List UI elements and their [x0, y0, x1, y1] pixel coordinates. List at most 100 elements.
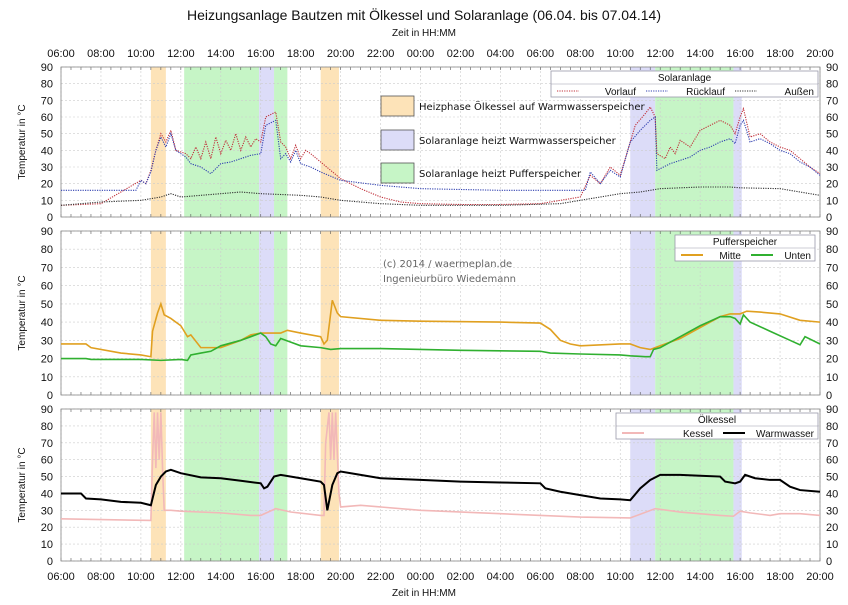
x-tick-label-bottom: 00:00: [407, 571, 435, 583]
phase-legend-swatch: [380, 95, 415, 117]
y-tick-label-right: 30: [826, 505, 838, 517]
y-tick-label-left: 60: [41, 281, 53, 293]
x-tick-label-top: 08:00: [567, 48, 595, 60]
series-line-mitte: [61, 299, 821, 358]
phase-band: [630, 231, 656, 395]
y-tick-label-left: 70: [41, 438, 53, 450]
phase-legend-label: Heizphase Ölkessel auf Warmwasserspeiche…: [419, 100, 646, 113]
panel-2: 0 0 10 10 20 20 30 30 40 40 50 50 60 60 70 70 80 80 90 90 Te…: [17, 226, 838, 402]
x-tick-label-bottom: 14:00: [207, 571, 235, 583]
y-tick-label-left: 60: [41, 112, 53, 124]
legend-entry: Warmwasser: [756, 429, 815, 440]
y-tick-label-right: 90: [826, 226, 838, 238]
phase-band: [274, 409, 288, 561]
y-tick-label-left: 20: [41, 522, 53, 534]
x-tick-label-top: 20:00: [327, 48, 355, 60]
y-tick-label-left: 40: [41, 488, 53, 500]
y-tick-label-right: 90: [826, 62, 838, 74]
y-tick-label-left: 70: [41, 262, 53, 274]
series-line-unten: [61, 313, 821, 362]
phase-band: [150, 67, 166, 217]
x-tick-label-top: 12:00: [167, 48, 195, 60]
y-tick-label-left: 30: [41, 162, 53, 174]
x-tick-label-top: 06:00: [47, 48, 75, 60]
y-tick-label-right: 10: [826, 372, 838, 384]
x-tick-label-top: 02:00: [447, 48, 475, 60]
y-tick-label-left: 70: [41, 95, 53, 107]
y-tick-label-right: 40: [826, 317, 838, 329]
x-tick-label-top: 22:00: [367, 48, 395, 60]
x-tick-label-bottom: 10:00: [606, 571, 634, 583]
y-tick-label-left: 40: [41, 317, 53, 329]
x-tick-label-top: 16:00: [247, 48, 275, 60]
y-tick-label-right: 80: [826, 79, 838, 91]
legend-title: Solaranlage: [658, 73, 712, 84]
phase-legend-label: Solaranlage heizt Warmwasserspeicher: [419, 136, 617, 147]
x-tick-label-bottom: 02:00: [447, 571, 475, 583]
phase-band: [733, 231, 742, 395]
legend-entry: Rücklauf: [686, 87, 725, 98]
legend: Solaranlage Vorlauf Rücklauf Außen: [550, 70, 819, 98]
y-tick-label-left: 10: [41, 195, 53, 207]
x-tick-label-top: 00:00: [407, 48, 435, 60]
y-tick-label-left: 50: [41, 472, 53, 484]
y-tick-label-left: 90: [41, 404, 53, 416]
phase-legend-label: Solaranlage heizt Pufferspeicher: [419, 169, 582, 180]
x-tick-label-top: 18:00: [766, 48, 794, 60]
y-tick-label-left: 80: [41, 79, 53, 91]
y-tick-label-right: 30: [826, 162, 838, 174]
x-tick-label-bottom: 08:00: [87, 571, 115, 583]
x-tick-label-bottom: 20:00: [327, 571, 355, 583]
y-tick-label-right: 30: [826, 335, 838, 347]
x-tick-label-bottom: 22:00: [367, 571, 395, 583]
phase-band: [320, 231, 339, 395]
series-line-kessel: [60, 412, 821, 522]
legend-entry: Kessel: [683, 429, 713, 440]
x-tick-label-bottom: 06:00: [47, 571, 75, 583]
y-tick-label-right: 0: [826, 212, 832, 224]
y-tick-label-right: 50: [826, 129, 838, 141]
y-tick-label-right: 10: [826, 195, 838, 207]
y-tick-label-right: 80: [826, 421, 838, 433]
plot-frame: [60, 66, 821, 218]
y-tick-label-left: 50: [41, 129, 53, 141]
phase-band: [733, 67, 742, 217]
panel-1: 0 0 10 10 20 20 30 30 40 40 50 50 60 60 70 70 80 80 90 90 Te…: [17, 62, 838, 224]
series-line-außen: [60, 186, 821, 206]
y-tick-label-right: 90: [826, 404, 838, 416]
legend-entry: Mitte: [719, 251, 741, 262]
legend: Ölkessel Kessel Warmwasser: [615, 412, 819, 440]
phase-band: [259, 409, 275, 561]
y-tick-label-right: 80: [826, 244, 838, 256]
legend: Pufferspeicher Mitte Unten: [674, 234, 816, 262]
legend-entry: Außen: [785, 87, 814, 98]
x-axis-label-top: Zeit in HH:MM: [392, 28, 456, 39]
y-tick-label-left: 30: [41, 335, 53, 347]
phase-legend-swatch: [380, 162, 415, 184]
x-tick-label-bottom: 12:00: [167, 571, 195, 583]
legend-entry: Vorlauf: [605, 87, 636, 98]
phase-band: [733, 409, 742, 561]
x-tick-label-top: 04:00: [487, 48, 515, 60]
phase-band: [274, 231, 288, 395]
phase-band: [259, 67, 275, 217]
y-tick-label-left: 50: [41, 299, 53, 311]
y-tick-label-left: 0: [47, 556, 53, 568]
watermark-line-1: (c) 2014 / waermeplan.de: [383, 259, 512, 270]
x-tick-label-bottom: 20:00: [806, 571, 834, 583]
y-tick-label-right: 70: [826, 95, 838, 107]
y-tick-label-right: 20: [826, 354, 838, 366]
x-axis-label-bottom: Zeit in HH:MM: [392, 588, 456, 599]
x-tick-label-top: 08:00: [87, 48, 115, 60]
y-tick-label-left: 20: [41, 354, 53, 366]
x-tick-label-bottom: 06:00: [527, 571, 555, 583]
legend-title: Pufferspeicher: [713, 237, 778, 248]
y-tick-label-left: 80: [41, 421, 53, 433]
y-tick-label-left: 80: [41, 244, 53, 256]
legend-title: Ölkessel: [698, 414, 736, 426]
y-tick-label-left: 10: [41, 539, 53, 551]
y-tick-label-right: 50: [826, 472, 838, 484]
x-tick-label-bottom: 18:00: [287, 571, 315, 583]
x-tick-label-bottom: 16:00: [247, 571, 275, 583]
